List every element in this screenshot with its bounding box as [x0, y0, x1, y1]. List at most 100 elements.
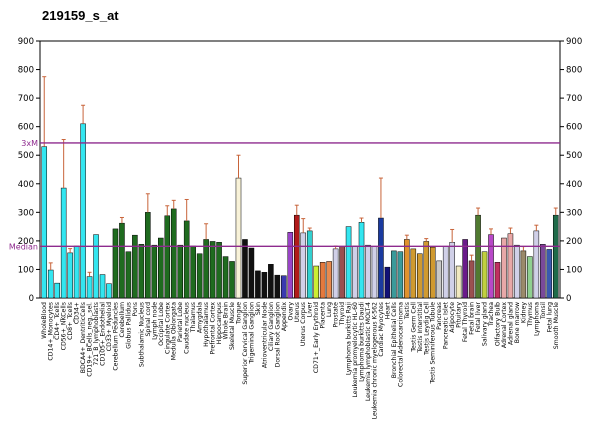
- y-tick-label: 100: [18, 265, 34, 275]
- bar: [99, 274, 106, 299]
- bar: [281, 275, 287, 299]
- bar: [268, 264, 274, 299]
- category-label: Tonsil: [540, 302, 547, 320]
- category-label: Colorectal Adenocarcinoma: [397, 302, 404, 387]
- y-tick-label: 200: [18, 237, 34, 247]
- bar: [93, 234, 99, 299]
- category-label: Testis Seminiferous Tubule: [430, 302, 437, 385]
- bar: [417, 253, 423, 299]
- category-label: CD34+: [74, 302, 81, 324]
- category-label: Skeletal Muscle: [229, 302, 236, 350]
- bar: [145, 212, 151, 299]
- bar: [507, 233, 514, 299]
- bar: [462, 239, 468, 299]
- category-label: Lymphoma burkitts Daudi: [359, 302, 366, 382]
- bar-series: [41, 123, 559, 299]
- category-label: Trachea: [488, 302, 495, 327]
- y-tick-label: 600: [566, 123, 582, 133]
- bar: [332, 248, 339, 299]
- bar: [158, 237, 164, 299]
- category-label: Cardiac Myocytes: [378, 302, 385, 357]
- category-label: Cerebellum Peduncles: [112, 302, 119, 371]
- y-tick-label: 800: [18, 66, 34, 76]
- category-label: Adipocyte: [449, 302, 456, 333]
- bar: [520, 250, 527, 299]
- category-label: Lymph node: [151, 302, 158, 340]
- y-tick-label: 900: [566, 37, 582, 47]
- bar: [527, 256, 533, 299]
- category-label: Cerebellum: [119, 302, 126, 337]
- bar: [222, 256, 229, 299]
- bar: [552, 214, 559, 299]
- category-label: Testis: [404, 302, 411, 320]
- y-tick-label: 400: [18, 180, 34, 190]
- y-tick-label: 0: [566, 294, 571, 304]
- category-label: BDCA4+_DentriticCells: [80, 302, 87, 373]
- category-label: Testis Interstitial: [417, 302, 424, 354]
- category-label: Dorsal Root Ganglion: [274, 302, 281, 367]
- category-label: Pancreas: [436, 302, 443, 330]
- category-label: Pancreatic Islet: [443, 301, 450, 349]
- bar: [384, 266, 391, 299]
- reference-lines: 3xM Median: [9, 139, 560, 251]
- category-label: 721_B_lymphoblasts: [93, 302, 100, 366]
- error-bars: [42, 76, 558, 277]
- category-label: Cingulate Cortex: [164, 302, 171, 354]
- category-label: CD19+_BCells_neg._sel.: [87, 302, 94, 377]
- y-tick-label: 200: [566, 237, 582, 247]
- y-tick-label: 700: [18, 94, 34, 104]
- category-label: Lung: [326, 302, 333, 317]
- bar: [261, 272, 268, 299]
- bar: [170, 208, 177, 299]
- category-label: Salivary gland: [482, 302, 489, 346]
- bar: [293, 214, 300, 299]
- category-label: Subthalamic Nucleus: [138, 302, 145, 367]
- bar: [319, 262, 326, 299]
- category-label: Thymus: [527, 302, 534, 328]
- category-label: Lymphoma burkitts Raji: [346, 302, 353, 375]
- bar: [429, 246, 436, 299]
- bar: [287, 232, 294, 299]
- y-tick-label: 800: [566, 66, 582, 76]
- category-label: Prostate: [333, 302, 340, 328]
- bar: [229, 261, 235, 299]
- bar: [119, 222, 125, 299]
- category-label: CD71+_Early Erythroid: [313, 302, 320, 373]
- bar: [326, 261, 332, 299]
- category-label: Prefrontal Cortex: [210, 302, 217, 355]
- category-label: Parietal Lobe: [177, 302, 184, 342]
- bar: [41, 146, 48, 299]
- bar: [533, 230, 540, 299]
- bar: [410, 248, 417, 299]
- reference-line-label: 3xM: [21, 139, 38, 148]
- category-label: CD4+_Tcells: [54, 302, 61, 340]
- bar: [125, 251, 132, 299]
- bar: [449, 242, 455, 299]
- category-label: Medulla Oblongata: [171, 302, 178, 361]
- bar: [60, 187, 67, 299]
- category-label: Fetal liver: [475, 302, 482, 333]
- bar: [73, 245, 80, 299]
- bar: [203, 239, 209, 299]
- category-label: WholeBlood: [41, 302, 48, 339]
- bar: [494, 262, 501, 299]
- plot-frame: [39, 40, 561, 299]
- bar: [112, 228, 119, 299]
- bar: [371, 246, 378, 299]
- category-label: Hippocampus: [216, 302, 223, 344]
- category-label: Amygdala: [197, 302, 204, 333]
- bar: [86, 276, 93, 299]
- bar: [358, 222, 365, 299]
- y-tick-label: 100: [566, 265, 582, 275]
- category-label: Fetal lung: [546, 302, 553, 332]
- bar: [183, 220, 190, 299]
- bar: [339, 246, 345, 299]
- category-label: Fetal Thyroid: [462, 302, 469, 342]
- category-label: Liver: [307, 302, 314, 318]
- category-label: Placenta: [320, 302, 327, 329]
- y-tick-label: 900: [18, 37, 34, 47]
- category-label: Testis Leydig Cell: [423, 302, 430, 356]
- bar: [313, 265, 319, 299]
- bar: [404, 239, 410, 299]
